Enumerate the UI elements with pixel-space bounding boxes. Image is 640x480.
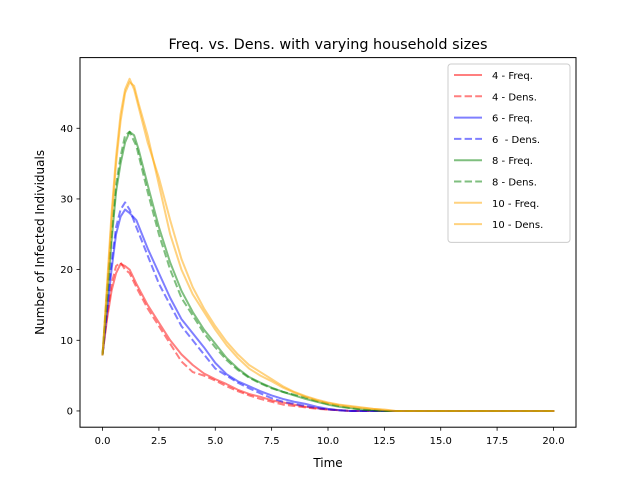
x-tick-label-7: 17.5 bbox=[486, 436, 508, 447]
x-tick-label-6: 15.0 bbox=[430, 436, 452, 447]
legend: 4 - Freq. 4 - Dens. 6 - Freq. 6 - Dens. 8 - … bbox=[447, 63, 571, 243]
x-tick-label-8: 20.0 bbox=[542, 436, 564, 447]
legend-label-6: 10 - Freq. bbox=[492, 199, 539, 210]
series-line-2 bbox=[101, 208, 555, 412]
x-tick-label-3: 7.5 bbox=[264, 436, 280, 447]
y-tick-label-2: 20 bbox=[60, 265, 73, 276]
x-axis-label: Time bbox=[312, 456, 342, 470]
legend-label-3: 6 - Dens. bbox=[492, 135, 540, 146]
series-line-0 bbox=[101, 262, 555, 412]
legend-label-4: 8 - Freq. bbox=[492, 156, 533, 167]
x-tick-label-1: 2.5 bbox=[151, 436, 167, 447]
y-axis: 0 10 20 30 40 bbox=[60, 124, 80, 418]
series-line-5 bbox=[101, 130, 554, 412]
series-line-3 bbox=[101, 201, 554, 412]
legend-label-5: 8 - Dens. bbox=[492, 178, 537, 189]
plot-area bbox=[101, 77, 555, 412]
chart-title: Freq. vs. Dens. with varying household s… bbox=[169, 37, 488, 53]
series-line-1 bbox=[101, 261, 554, 412]
x-tick-label-5: 12.5 bbox=[373, 436, 395, 447]
x-tick-label-4: 10.0 bbox=[317, 436, 339, 447]
y-tick-label-1: 10 bbox=[60, 336, 73, 347]
y-tick-label-3: 30 bbox=[60, 195, 73, 206]
legend-label-0: 4 - Freq. bbox=[492, 71, 533, 82]
x-tick-label-2: 5.0 bbox=[207, 436, 223, 447]
series-line-7 bbox=[101, 77, 555, 412]
x-axis: 0.0 2.5 5.0 7.5 10.0 12.5 15.0 17.5 20.0 bbox=[95, 427, 565, 447]
y-axis-label: Number of Infected Individuals bbox=[33, 150, 47, 335]
legend-box bbox=[447, 63, 571, 243]
x-tick-label-0: 0.0 bbox=[95, 436, 111, 447]
legend-label-2: 6 - Freq. bbox=[492, 114, 533, 125]
legend-label-7: 10 - Dens. bbox=[492, 220, 543, 231]
y-tick-label-0: 0 bbox=[67, 407, 73, 418]
y-tick-label-4: 40 bbox=[60, 124, 73, 135]
legend-label-1: 4 - Dens. bbox=[492, 92, 537, 103]
